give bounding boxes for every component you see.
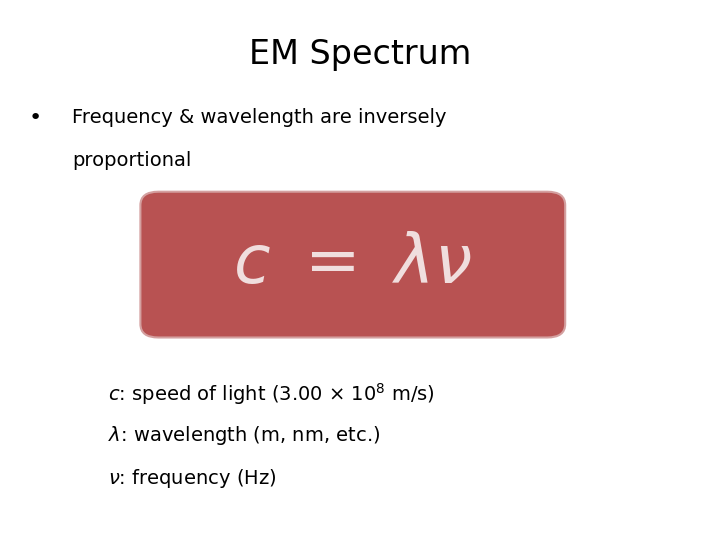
- Text: EM Spectrum: EM Spectrum: [249, 38, 471, 71]
- Text: $\nu$: frequency (Hz): $\nu$: frequency (Hz): [108, 467, 276, 490]
- Text: $\mathit{c}\ =\ \lambda\nu$: $\mathit{c}\ =\ \lambda\nu$: [233, 232, 472, 297]
- FancyBboxPatch shape: [140, 192, 565, 338]
- Text: •: •: [29, 108, 42, 128]
- Text: Frequency & wavelength are inversely: Frequency & wavelength are inversely: [72, 108, 446, 127]
- Text: proportional: proportional: [72, 151, 192, 170]
- Text: $\mathit{c}$: speed of light (3.00 $\times$ 10$^{8}$ m/s): $\mathit{c}$: speed of light (3.00 $\tim…: [108, 381, 435, 407]
- Text: $\lambda$: wavelength (m, nm, etc.): $\lambda$: wavelength (m, nm, etc.): [108, 424, 380, 447]
